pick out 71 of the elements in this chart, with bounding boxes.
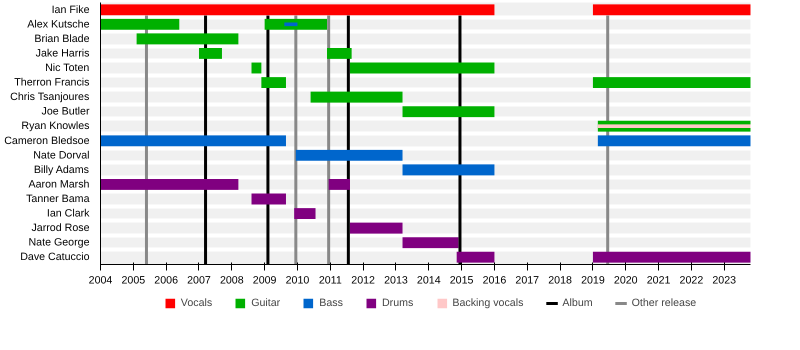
x-tick-label: 2018 (548, 274, 572, 286)
x-tick-label: 2015 (450, 274, 474, 286)
x-tick-label: 2016 (482, 274, 506, 286)
bar (402, 106, 494, 118)
y-tick-label: Aaron Marsh (28, 178, 90, 190)
y-tick-label: Alex Kutsche (27, 18, 90, 30)
y-tick-label: Ian Clark (46, 208, 90, 220)
bar (456, 252, 494, 263)
bar (598, 135, 750, 146)
x-tick-label: 2007 (187, 274, 211, 286)
bar (402, 164, 494, 176)
x-tick-label: 2023 (712, 274, 736, 286)
legend-label: Bass (319, 297, 343, 309)
bar (100, 4, 494, 16)
x-tick-label: 2005 (121, 274, 146, 286)
legend-label: Backing vocals (452, 297, 524, 309)
y-tick-label: Dave Catuccio (20, 251, 90, 264)
y-tick-label: Jake Harris (36, 47, 90, 60)
y-tick-label: Joe Butler (42, 106, 90, 118)
bar (100, 135, 286, 146)
bar (252, 194, 286, 204)
x-tick-label: 2021 (646, 274, 671, 286)
y-tick-label: Brian Blade (34, 32, 90, 45)
bar (327, 48, 352, 59)
bar (100, 178, 238, 190)
y-tick-label: Cameron Bledsoe (4, 134, 90, 147)
legend-label: Album (562, 297, 593, 309)
bar (402, 237, 458, 248)
bar (310, 92, 403, 103)
legend-label: Vocals (180, 297, 212, 309)
y-tick-label: Ryan Knowles (21, 120, 90, 132)
y-tick-label: Nic Toten (45, 62, 90, 74)
x-tick-label: 2020 (614, 274, 638, 286)
bar (264, 18, 328, 30)
y-tick-label: Jarrod Rose (31, 222, 90, 234)
y-tick-label: Tanner Bama (26, 193, 90, 205)
legend-label: Guitar (251, 297, 280, 309)
x-tick-label: 2004 (88, 274, 112, 286)
bar (296, 150, 403, 161)
y-tick-label: Chris Tsanjoures (10, 91, 90, 104)
legend-label: Drums (382, 297, 414, 309)
bar (350, 222, 403, 234)
bar (592, 252, 750, 263)
bar (592, 4, 750, 16)
y-tick-label: Nate Dorval (33, 149, 90, 162)
bar (136, 33, 238, 44)
y-tick-label: Therron Francis (14, 76, 90, 89)
y-tick-label: Nate George (28, 236, 90, 249)
x-tick-label: 2012 (351, 274, 376, 286)
x-tick-label: 2022 (680, 274, 704, 286)
x-tick-label: 2006 (154, 274, 178, 286)
bar (100, 18, 180, 30)
x-tick-label: 2013 (384, 274, 408, 286)
x-tick-label: 2019 (581, 274, 605, 286)
bar (328, 178, 350, 190)
bar (198, 48, 222, 59)
y-tick-label: Ian Fike (52, 4, 90, 16)
x-tick-label: 2010 (286, 274, 310, 286)
bar (350, 62, 494, 74)
x-tick-label: 2017 (515, 274, 540, 286)
x-tick-label: 2008 (220, 274, 244, 286)
y-tick-label: Billy Adams (34, 164, 89, 176)
x-tick-label: 2014 (416, 274, 441, 286)
bar (252, 62, 262, 74)
x-tick-label: 2009 (252, 274, 277, 286)
x-tick-label: 2011 (318, 274, 342, 286)
bar (598, 124, 750, 128)
bar (261, 77, 286, 88)
legend-label: Other release (632, 297, 696, 309)
bar (592, 77, 750, 88)
bar (294, 208, 316, 220)
